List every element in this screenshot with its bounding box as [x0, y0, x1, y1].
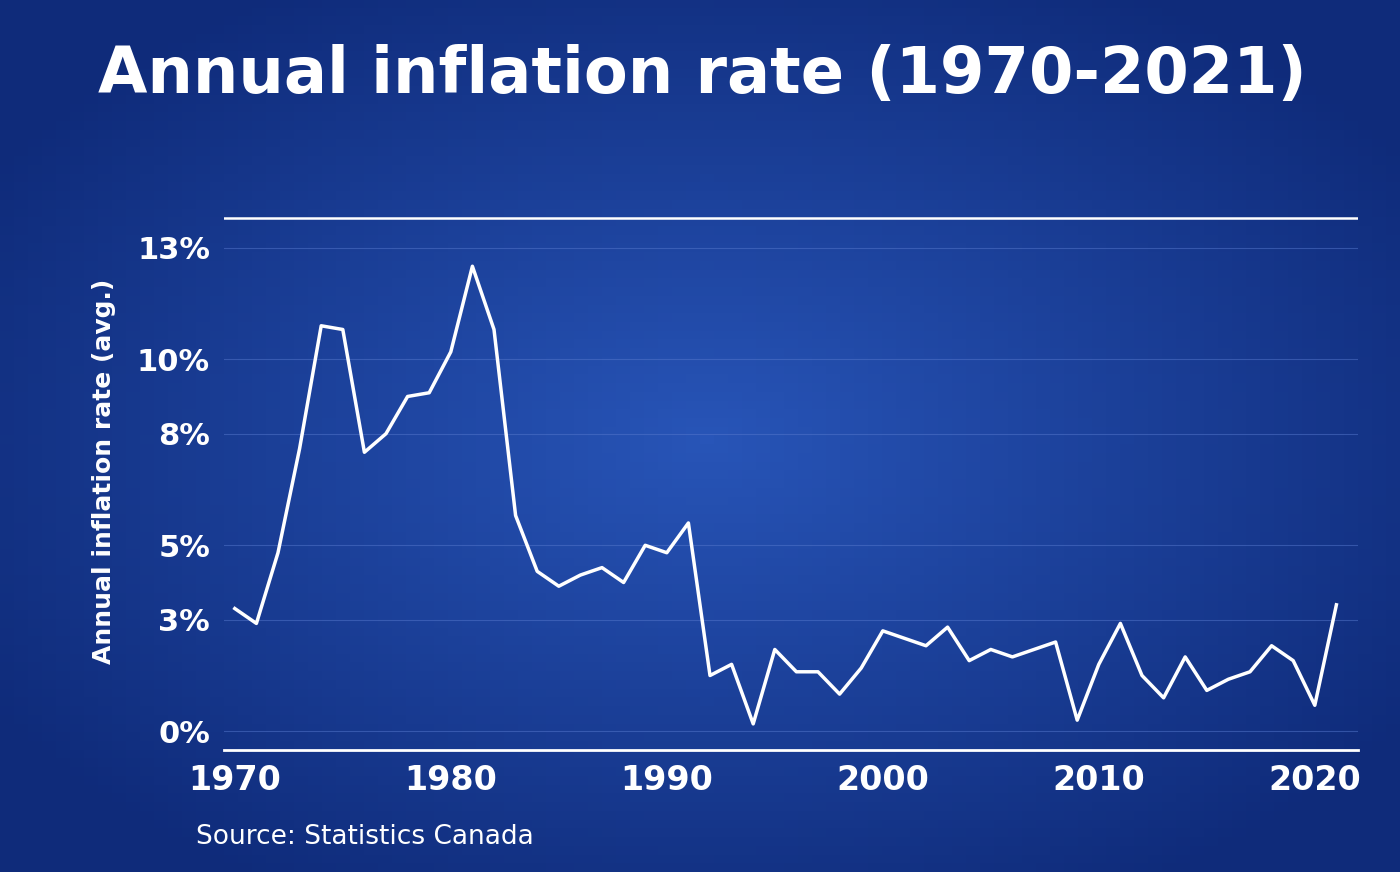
Y-axis label: Annual inflation rate (avg.): Annual inflation rate (avg.)	[92, 278, 116, 664]
Text: Annual inflation rate (1970-2021): Annual inflation rate (1970-2021)	[98, 44, 1306, 106]
Text: Source: Statistics Canada: Source: Statistics Canada	[196, 824, 533, 850]
